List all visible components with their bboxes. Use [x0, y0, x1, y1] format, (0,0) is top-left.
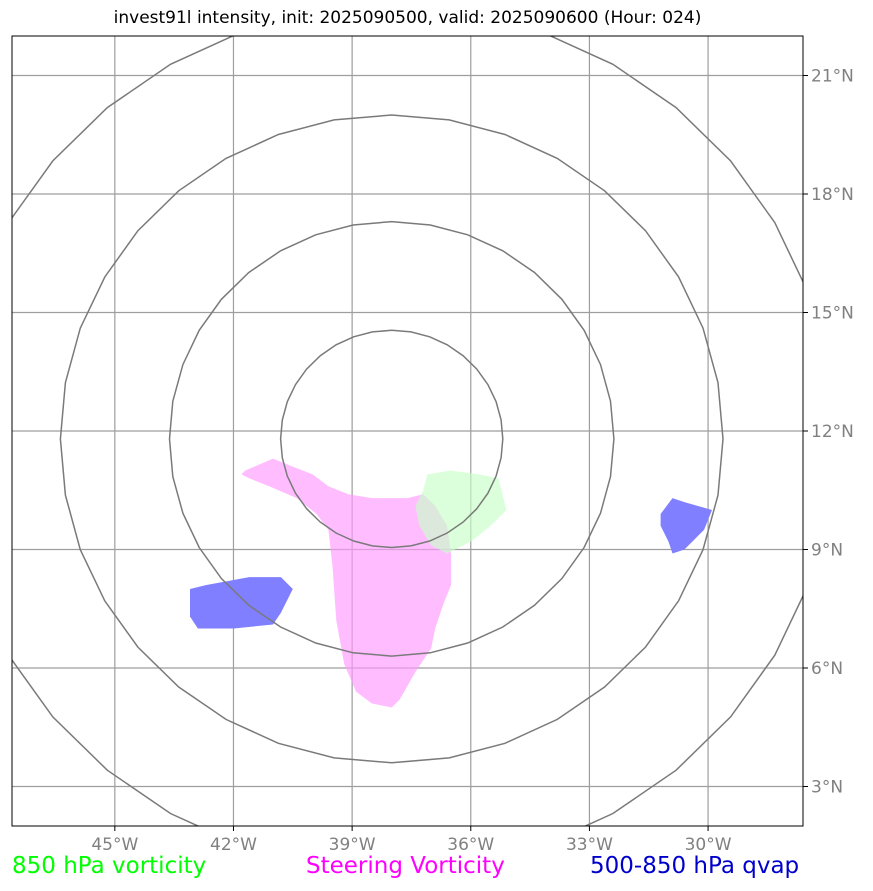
lat-tick-label: 15°N: [811, 304, 854, 324]
lon-tick-label: 42°W: [210, 835, 257, 855]
legend-qvap: 500-850 hPa qvap: [590, 853, 800, 879]
steering-vorticity-area: [241, 458, 451, 708]
lon-tick-label: 45°W: [91, 835, 138, 855]
legend-850-vorticity: 850 hPa vorticity: [12, 853, 207, 879]
lat-tick-label: 18°N: [811, 185, 854, 205]
gridlines: [12, 36, 803, 826]
vorticity-850-area: [415, 470, 507, 554]
lon-tick-label: 39°W: [329, 835, 376, 855]
lon-tick-label: 33°W: [566, 835, 613, 855]
lat-tick-label: 6°N: [811, 659, 843, 679]
qvap-east-area: [660, 498, 712, 554]
lat-tick-label: 12°N: [811, 422, 854, 442]
range-ring-1: [168, 220, 615, 657]
range-rings: [12, 36, 803, 826]
lat-tick-label: 9°N: [811, 541, 843, 561]
range-ring-3: [12, 36, 803, 826]
range-ring-0: [279, 329, 504, 549]
range-ring-2: [59, 114, 724, 764]
lon-tick-label: 30°W: [685, 835, 732, 855]
feature-polygons: [190, 458, 712, 708]
lon-tick-label: 36°W: [447, 835, 494, 855]
axis-ticks: 45°W 42°W 39°W 36°W 33°W 30°W 21°N 18°N 15°N 12°N…: [91, 67, 854, 856]
lat-tick-label: 21°N: [811, 67, 854, 87]
qvap-west-area: [190, 577, 293, 629]
map-plot-area: [12, 36, 803, 826]
legend-steering-vorticity: Steering Vorticity: [306, 853, 505, 879]
map-title: invest91l intensity, init: 2025090500, v…: [113, 8, 702, 28]
lat-tick-label: 3°N: [811, 778, 843, 798]
